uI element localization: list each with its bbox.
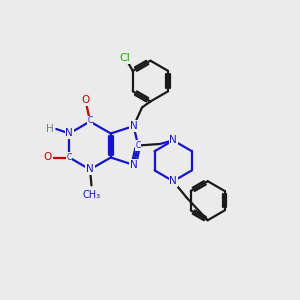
Text: N: N	[130, 160, 137, 170]
Text: C: C	[87, 116, 93, 125]
Text: C: C	[136, 141, 141, 150]
Text: O: O	[81, 95, 90, 105]
Text: N: N	[130, 121, 137, 131]
Text: CH₃: CH₃	[82, 190, 100, 200]
Text: N: N	[65, 128, 73, 139]
Text: H: H	[46, 124, 54, 134]
Text: N: N	[169, 135, 177, 146]
Text: N: N	[169, 176, 177, 186]
Text: O: O	[44, 152, 52, 163]
Text: Cl: Cl	[119, 53, 130, 63]
Text: N: N	[86, 164, 94, 175]
Text: C: C	[67, 153, 72, 162]
